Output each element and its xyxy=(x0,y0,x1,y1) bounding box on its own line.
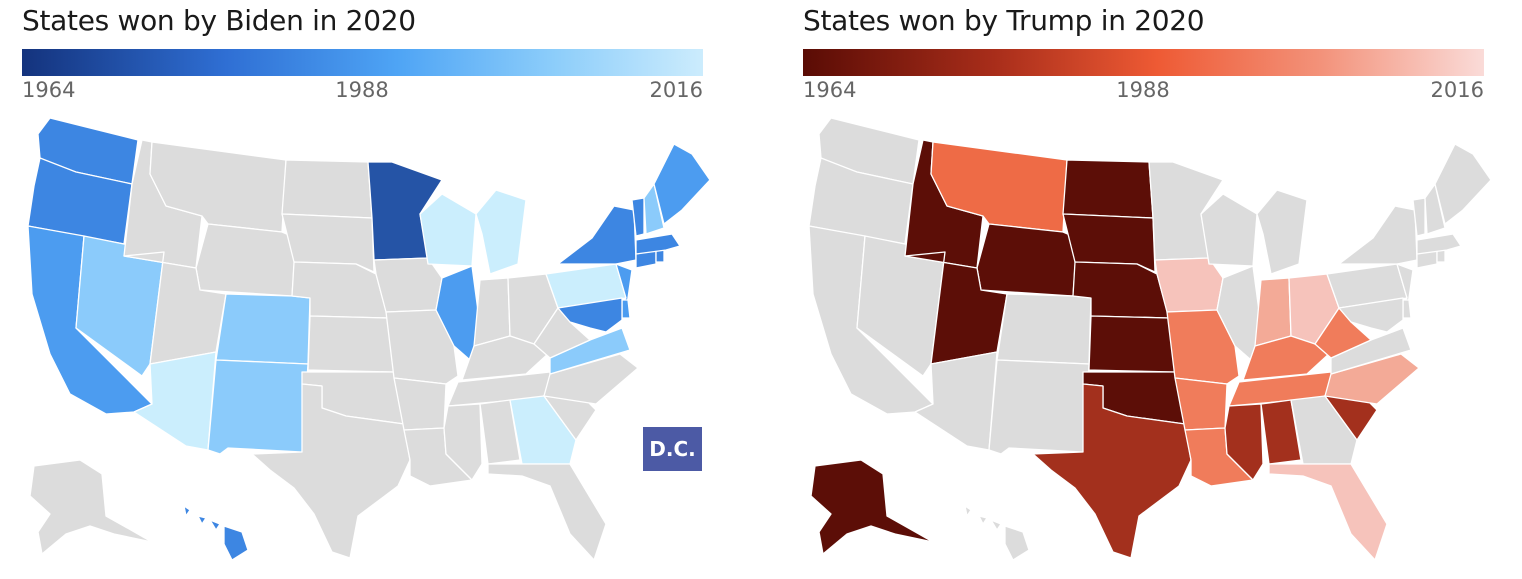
trump-state-in xyxy=(1254,277,1292,347)
trump-state-md xyxy=(1338,297,1404,333)
trump-state-nd xyxy=(1062,159,1154,219)
biden-state-tx xyxy=(251,383,411,559)
biden-state-ny xyxy=(557,205,637,265)
biden-state-md xyxy=(557,297,623,333)
biden-state-ia xyxy=(373,257,443,313)
biden-state-al xyxy=(479,399,521,465)
biden-state-az xyxy=(133,351,217,451)
biden-title: States won by Biden in 2020 xyxy=(22,4,416,37)
trump-state-hi xyxy=(964,505,1030,561)
trump-state-de xyxy=(1402,299,1412,319)
biden-state-hi xyxy=(183,505,249,561)
trump-state-ia xyxy=(1154,257,1224,313)
biden-state-ks xyxy=(307,315,395,373)
trump-us-map xyxy=(808,117,1492,561)
biden-state-wv xyxy=(533,307,591,359)
biden-panel: States won by Biden in 2020 1964 1988 20… xyxy=(22,0,712,579)
trump-state-ma xyxy=(1416,233,1462,255)
biden-legend-mid: 1988 xyxy=(335,78,389,102)
trump-state-wv xyxy=(1314,307,1372,359)
trump-state-ny xyxy=(1338,205,1418,265)
trump-state-al xyxy=(1260,399,1302,465)
trump-state-wi xyxy=(1200,193,1258,267)
biden-legend-start: 1964 xyxy=(22,78,76,102)
biden-state-mi xyxy=(475,189,527,275)
trump-title: States won by Trump in 2020 xyxy=(803,4,1205,37)
trump-state-nh xyxy=(1424,183,1446,235)
biden-us-map xyxy=(27,117,711,561)
trump-state-me xyxy=(1434,143,1492,225)
biden-legend-end: 2016 xyxy=(649,78,703,102)
biden-legend-gradient xyxy=(22,49,703,76)
trump-state-tx xyxy=(1032,383,1192,559)
trump-state-az xyxy=(914,351,998,451)
trump-state-ks xyxy=(1088,315,1176,373)
trump-legend-gradient xyxy=(803,49,1484,76)
biden-state-co xyxy=(215,293,311,365)
trump-legend-end: 2016 xyxy=(1430,78,1484,102)
biden-state-wi xyxy=(419,193,477,267)
trump-state-ga xyxy=(1290,395,1358,465)
biden-state-ga xyxy=(509,395,577,465)
dc-badge: D.C. xyxy=(643,427,702,471)
biden-state-in xyxy=(473,277,511,347)
biden-state-fl xyxy=(487,463,607,561)
trump-legend-mid: 1988 xyxy=(1116,78,1170,102)
trump-state-vt xyxy=(1412,197,1426,237)
biden-state-de xyxy=(621,299,631,319)
biden-state-ma xyxy=(635,233,681,255)
trump-state-ak xyxy=(810,459,934,555)
trump-state-co xyxy=(996,293,1092,365)
biden-state-ak xyxy=(29,459,153,555)
trump-panel: States won by Trump in 2020 1964 1988 20… xyxy=(803,0,1493,579)
biden-state-vt xyxy=(631,197,645,237)
biden-state-wy xyxy=(195,223,297,297)
biden-state-nc xyxy=(543,353,639,405)
biden-state-nm xyxy=(207,359,309,455)
biden-state-me xyxy=(653,143,711,225)
biden-state-nh xyxy=(643,183,665,235)
trump-state-wy xyxy=(976,223,1078,297)
trump-state-mi xyxy=(1256,189,1308,275)
trump-legend-start: 1964 xyxy=(803,78,857,102)
trump-state-nm xyxy=(988,359,1090,455)
biden-state-nd xyxy=(281,159,373,219)
trump-state-fl xyxy=(1268,463,1388,561)
trump-state-nc xyxy=(1324,353,1420,405)
